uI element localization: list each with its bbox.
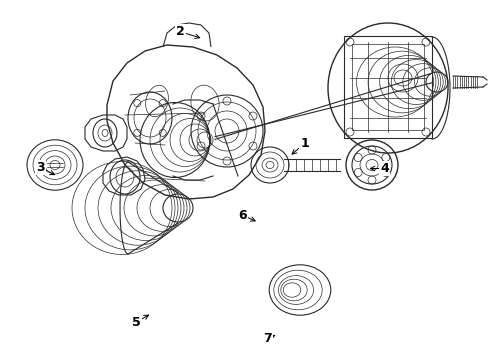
Text: 5: 5 bbox=[132, 316, 141, 329]
Text: 4: 4 bbox=[380, 162, 389, 175]
Text: 6: 6 bbox=[238, 209, 247, 222]
Text: 7: 7 bbox=[263, 332, 271, 345]
Text: 3: 3 bbox=[36, 161, 45, 174]
Text: 2: 2 bbox=[176, 25, 185, 38]
Text: 1: 1 bbox=[300, 137, 309, 150]
